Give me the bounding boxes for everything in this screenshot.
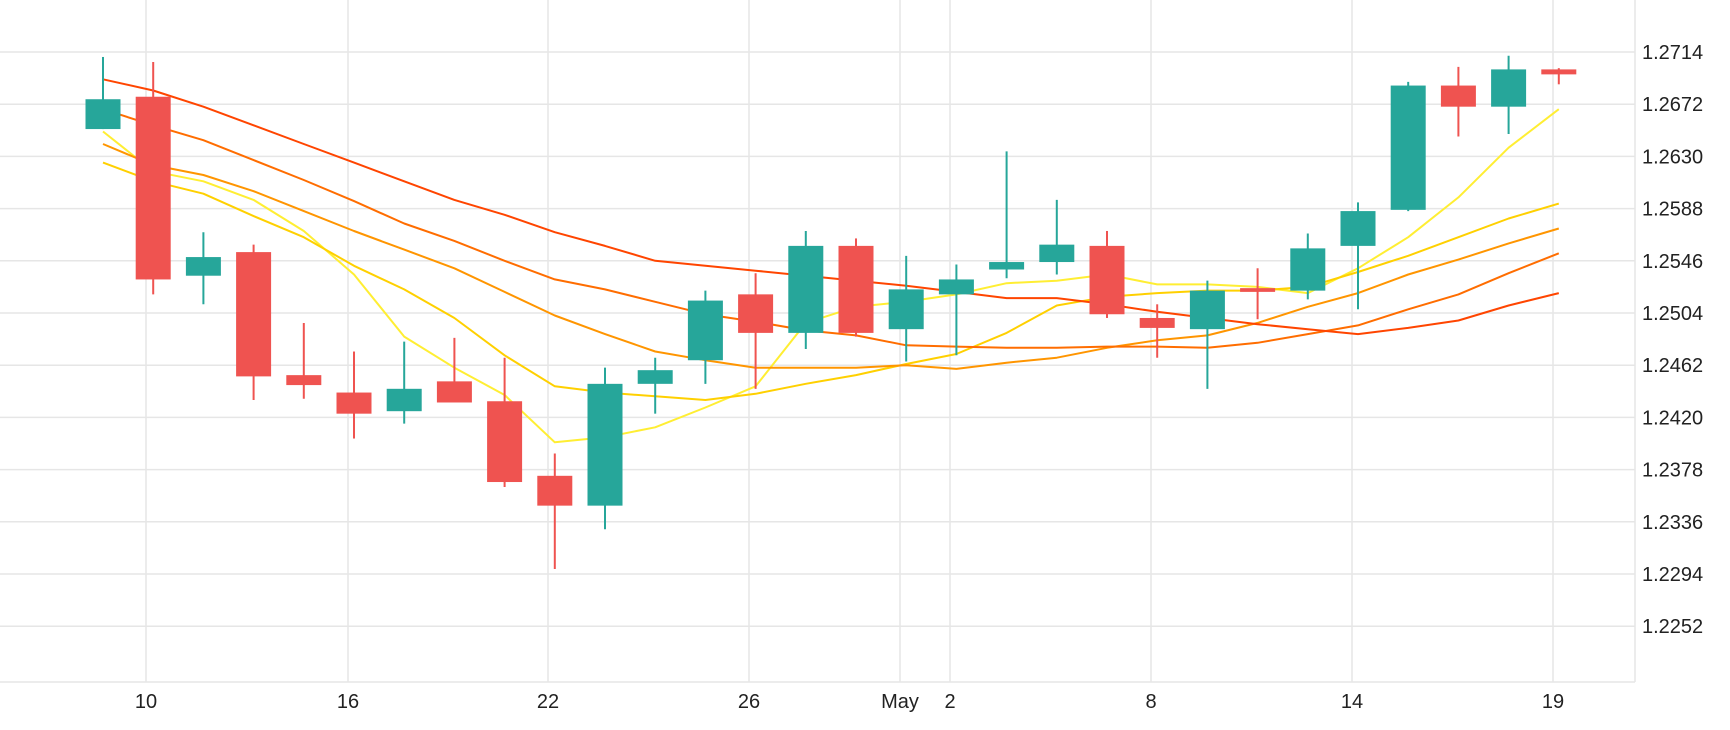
candles xyxy=(85,55,1577,570)
candle xyxy=(637,357,673,414)
candle xyxy=(1491,55,1527,135)
candle-body xyxy=(386,388,422,412)
candle-body xyxy=(989,262,1025,270)
x-tick-label: 26 xyxy=(738,691,760,713)
candle xyxy=(1290,233,1326,300)
candle xyxy=(185,232,221,305)
candle-body xyxy=(85,99,121,130)
candle xyxy=(989,151,1025,279)
candle-body xyxy=(738,294,774,333)
candle xyxy=(135,61,171,295)
x-tick-label: May xyxy=(881,691,919,713)
y-tick-label: 1.2336 xyxy=(1642,512,1703,534)
candle-body xyxy=(838,245,874,333)
candle-body xyxy=(1240,288,1276,292)
candle xyxy=(487,357,523,487)
candle-body xyxy=(1139,317,1175,328)
candle-body xyxy=(1089,245,1125,315)
candle xyxy=(838,238,874,337)
candle xyxy=(1139,304,1175,358)
x-tick-label: 19 xyxy=(1542,691,1564,713)
x-tick-label: 22 xyxy=(537,691,559,713)
moving-average-line xyxy=(102,108,1560,349)
candle-body xyxy=(1039,244,1075,263)
candle-body xyxy=(185,257,221,276)
candle-body xyxy=(888,289,924,330)
y-tick-label: 1.2546 xyxy=(1642,251,1703,273)
candle xyxy=(738,273,774,389)
y-tick-label: 1.2252 xyxy=(1642,616,1703,638)
moving-average-line xyxy=(102,143,1560,370)
candle-body xyxy=(637,370,673,384)
candle xyxy=(1240,268,1276,320)
candle-body xyxy=(436,381,472,403)
candle xyxy=(436,337,472,403)
candle xyxy=(888,255,924,362)
candle-body xyxy=(1491,69,1527,107)
candle xyxy=(236,244,272,400)
y-tick-label: 1.2420 xyxy=(1642,407,1703,429)
y-tick-label: 1.2630 xyxy=(1642,146,1703,168)
candle xyxy=(587,367,623,530)
candle-body xyxy=(938,279,974,295)
vertical-gridlines xyxy=(145,0,1554,682)
horizontal-gridlines xyxy=(0,0,1636,683)
candle-body xyxy=(587,383,623,506)
candle-body xyxy=(1340,211,1376,246)
candle xyxy=(336,351,372,439)
candle-body xyxy=(1390,85,1426,210)
candle xyxy=(1390,81,1426,212)
candle xyxy=(1541,68,1577,85)
candle xyxy=(537,453,573,570)
y-tick-label: 1.2504 xyxy=(1642,303,1703,325)
x-tick-label: 16 xyxy=(337,691,359,713)
candle xyxy=(1089,230,1125,318)
candle-body xyxy=(1290,248,1326,291)
y-tick-label: 1.2588 xyxy=(1642,199,1703,221)
y-tick-label: 1.2294 xyxy=(1642,564,1703,586)
y-tick-label: 1.2462 xyxy=(1642,355,1703,377)
candle xyxy=(85,56,121,130)
candle xyxy=(1189,280,1225,389)
candle-body xyxy=(1189,290,1225,330)
candle xyxy=(286,322,322,399)
candle-body xyxy=(788,245,824,333)
candle xyxy=(938,264,974,356)
candle-body xyxy=(336,392,372,414)
candle xyxy=(788,230,824,350)
candle xyxy=(1039,199,1075,275)
y-tick-label: 1.2672 xyxy=(1642,94,1703,116)
candle xyxy=(1440,66,1476,137)
candle-body xyxy=(286,375,322,386)
candle-body xyxy=(687,300,723,361)
candle xyxy=(687,290,723,384)
y-tick-label: 1.2378 xyxy=(1642,460,1703,482)
x-axis-tick-labels: 10 16 22 26 May 2 8 14 19 xyxy=(135,691,1564,713)
candle-body xyxy=(537,475,573,506)
y-tick-label: 1.2714 xyxy=(1642,42,1703,64)
y-axis-tick-labels: 1.2714 1.2672 1.2630 1.2588 1.2546 1.2504 1.24… xyxy=(1642,42,1703,638)
candle-body xyxy=(1440,85,1476,107)
x-tick-label: 8 xyxy=(1145,691,1156,713)
candle xyxy=(386,341,422,424)
candle xyxy=(1340,202,1376,310)
moving-average-line xyxy=(102,78,1560,336)
x-tick-label: 10 xyxy=(135,691,157,713)
x-tick-label: 2 xyxy=(944,691,955,713)
x-tick-label: 14 xyxy=(1341,691,1363,713)
candle-body xyxy=(135,96,171,280)
candle-body xyxy=(487,401,523,483)
candle-body xyxy=(236,252,272,377)
candle-body xyxy=(1541,69,1577,75)
